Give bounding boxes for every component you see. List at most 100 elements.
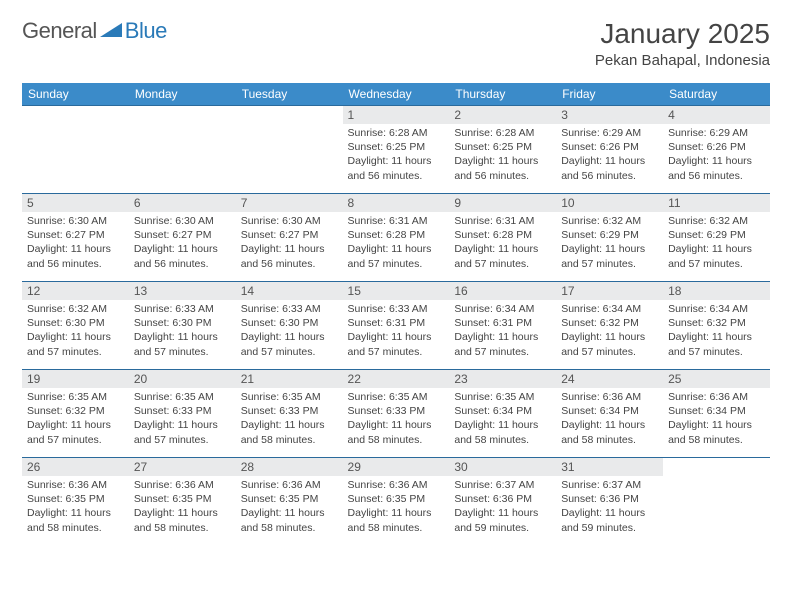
day-details: Sunrise: 6:31 AMSunset: 6:28 PMDaylight:… xyxy=(343,212,450,275)
day-number: 17 xyxy=(556,282,663,300)
logo-general-text: General xyxy=(22,18,97,44)
day-details: Sunrise: 6:36 AMSunset: 6:35 PMDaylight:… xyxy=(236,476,343,539)
calendar-cell: 13Sunrise: 6:33 AMSunset: 6:30 PMDayligh… xyxy=(129,282,236,370)
calendar-cell xyxy=(236,106,343,194)
day-details: Sunrise: 6:36 AMSunset: 6:35 PMDaylight:… xyxy=(22,476,129,539)
calendar-cell: 18Sunrise: 6:34 AMSunset: 6:32 PMDayligh… xyxy=(663,282,770,370)
sunset-text: Sunset: 6:30 PM xyxy=(241,316,338,330)
logo-triangle-icon xyxy=(100,21,122,42)
day-details: Sunrise: 6:36 AMSunset: 6:34 PMDaylight:… xyxy=(556,388,663,451)
sunset-text: Sunset: 6:35 PM xyxy=(134,492,231,506)
day-number xyxy=(129,106,236,124)
calendar-cell: 14Sunrise: 6:33 AMSunset: 6:30 PMDayligh… xyxy=(236,282,343,370)
title-block: January 2025 Pekan Bahapal, Indonesia xyxy=(595,18,770,69)
day-details: Sunrise: 6:35 AMSunset: 6:33 PMDaylight:… xyxy=(236,388,343,451)
calendar-cell: 9Sunrise: 6:31 AMSunset: 6:28 PMDaylight… xyxy=(449,194,556,282)
month-title: January 2025 xyxy=(595,18,770,50)
day-number: 1 xyxy=(343,106,450,124)
day-details: Sunrise: 6:29 AMSunset: 6:26 PMDaylight:… xyxy=(663,124,770,187)
sunset-text: Sunset: 6:30 PM xyxy=(134,316,231,330)
calendar-cell xyxy=(129,106,236,194)
sunset-text: Sunset: 6:29 PM xyxy=(561,228,658,242)
sunrise-text: Sunrise: 6:34 AM xyxy=(454,302,551,316)
calendar-cell: 3Sunrise: 6:29 AMSunset: 6:26 PMDaylight… xyxy=(556,106,663,194)
calendar-cell: 1Sunrise: 6:28 AMSunset: 6:25 PMDaylight… xyxy=(343,106,450,194)
sunset-text: Sunset: 6:34 PM xyxy=(668,404,765,418)
page-header: General Blue January 2025 Pekan Bahapal,… xyxy=(22,18,770,69)
calendar-cell: 2Sunrise: 6:28 AMSunset: 6:25 PMDaylight… xyxy=(449,106,556,194)
daylight-text: Daylight: 11 hours and 59 minutes. xyxy=(561,506,658,534)
sunset-text: Sunset: 6:31 PM xyxy=(348,316,445,330)
day-header: Friday xyxy=(556,83,663,106)
calendar-row: 5Sunrise: 6:30 AMSunset: 6:27 PMDaylight… xyxy=(22,194,770,282)
daylight-text: Daylight: 11 hours and 57 minutes. xyxy=(27,330,124,358)
calendar-cell: 23Sunrise: 6:35 AMSunset: 6:34 PMDayligh… xyxy=(449,370,556,458)
sunset-text: Sunset: 6:27 PM xyxy=(27,228,124,242)
day-number: 5 xyxy=(22,194,129,212)
day-header: Monday xyxy=(129,83,236,106)
sunset-text: Sunset: 6:31 PM xyxy=(454,316,551,330)
sunrise-text: Sunrise: 6:35 AM xyxy=(348,390,445,404)
day-details: Sunrise: 6:28 AMSunset: 6:25 PMDaylight:… xyxy=(449,124,556,187)
calendar-cell: 31Sunrise: 6:37 AMSunset: 6:36 PMDayligh… xyxy=(556,458,663,546)
sunrise-text: Sunrise: 6:31 AM xyxy=(348,214,445,228)
sunrise-text: Sunrise: 6:30 AM xyxy=(134,214,231,228)
calendar-cell xyxy=(663,458,770,546)
day-details: Sunrise: 6:31 AMSunset: 6:28 PMDaylight:… xyxy=(449,212,556,275)
sunrise-text: Sunrise: 6:34 AM xyxy=(668,302,765,316)
daylight-text: Daylight: 11 hours and 57 minutes. xyxy=(27,418,124,446)
sunrise-text: Sunrise: 6:36 AM xyxy=(348,478,445,492)
daylight-text: Daylight: 11 hours and 57 minutes. xyxy=(241,330,338,358)
daylight-text: Daylight: 11 hours and 58 minutes. xyxy=(348,418,445,446)
calendar-cell: 15Sunrise: 6:33 AMSunset: 6:31 PMDayligh… xyxy=(343,282,450,370)
calendar-cell: 10Sunrise: 6:32 AMSunset: 6:29 PMDayligh… xyxy=(556,194,663,282)
sunrise-text: Sunrise: 6:32 AM xyxy=(668,214,765,228)
daylight-text: Daylight: 11 hours and 58 minutes. xyxy=(561,418,658,446)
day-details: Sunrise: 6:33 AMSunset: 6:30 PMDaylight:… xyxy=(129,300,236,363)
sunrise-text: Sunrise: 6:36 AM xyxy=(27,478,124,492)
sunset-text: Sunset: 6:26 PM xyxy=(561,140,658,154)
sunset-text: Sunset: 6:32 PM xyxy=(668,316,765,330)
calendar-cell: 25Sunrise: 6:36 AMSunset: 6:34 PMDayligh… xyxy=(663,370,770,458)
calendar-cell: 4Sunrise: 6:29 AMSunset: 6:26 PMDaylight… xyxy=(663,106,770,194)
day-number: 22 xyxy=(343,370,450,388)
sunset-text: Sunset: 6:36 PM xyxy=(561,492,658,506)
day-details: Sunrise: 6:30 AMSunset: 6:27 PMDaylight:… xyxy=(22,212,129,275)
day-details: Sunrise: 6:30 AMSunset: 6:27 PMDaylight:… xyxy=(236,212,343,275)
daylight-text: Daylight: 11 hours and 58 minutes. xyxy=(454,418,551,446)
day-number xyxy=(236,106,343,124)
logo-blue-text: Blue xyxy=(125,18,167,44)
calendar-cell: 19Sunrise: 6:35 AMSunset: 6:32 PMDayligh… xyxy=(22,370,129,458)
calendar-cell: 24Sunrise: 6:36 AMSunset: 6:34 PMDayligh… xyxy=(556,370,663,458)
day-header: Sunday xyxy=(22,83,129,106)
sunset-text: Sunset: 6:26 PM xyxy=(668,140,765,154)
sunrise-text: Sunrise: 6:36 AM xyxy=(668,390,765,404)
sunrise-text: Sunrise: 6:33 AM xyxy=(241,302,338,316)
sunset-text: Sunset: 6:32 PM xyxy=(27,404,124,418)
day-details: Sunrise: 6:37 AMSunset: 6:36 PMDaylight:… xyxy=(556,476,663,539)
day-number: 11 xyxy=(663,194,770,212)
calendar-cell: 26Sunrise: 6:36 AMSunset: 6:35 PMDayligh… xyxy=(22,458,129,546)
sunset-text: Sunset: 6:25 PM xyxy=(348,140,445,154)
day-details: Sunrise: 6:30 AMSunset: 6:27 PMDaylight:… xyxy=(129,212,236,275)
calendar-row: 26Sunrise: 6:36 AMSunset: 6:35 PMDayligh… xyxy=(22,458,770,546)
day-details: Sunrise: 6:34 AMSunset: 6:32 PMDaylight:… xyxy=(663,300,770,363)
day-number: 3 xyxy=(556,106,663,124)
sunrise-text: Sunrise: 6:37 AM xyxy=(561,478,658,492)
sunset-text: Sunset: 6:32 PM xyxy=(561,316,658,330)
sunset-text: Sunset: 6:33 PM xyxy=(241,404,338,418)
sunrise-text: Sunrise: 6:32 AM xyxy=(561,214,658,228)
calendar-cell: 5Sunrise: 6:30 AMSunset: 6:27 PMDaylight… xyxy=(22,194,129,282)
sunset-text: Sunset: 6:28 PM xyxy=(348,228,445,242)
day-number: 2 xyxy=(449,106,556,124)
day-number: 4 xyxy=(663,106,770,124)
day-details: Sunrise: 6:33 AMSunset: 6:31 PMDaylight:… xyxy=(343,300,450,363)
sunrise-text: Sunrise: 6:32 AM xyxy=(27,302,124,316)
calendar-cell: 12Sunrise: 6:32 AMSunset: 6:30 PMDayligh… xyxy=(22,282,129,370)
daylight-text: Daylight: 11 hours and 58 minutes. xyxy=(27,506,124,534)
sunset-text: Sunset: 6:34 PM xyxy=(454,404,551,418)
sunset-text: Sunset: 6:33 PM xyxy=(134,404,231,418)
day-details: Sunrise: 6:32 AMSunset: 6:29 PMDaylight:… xyxy=(556,212,663,275)
daylight-text: Daylight: 11 hours and 57 minutes. xyxy=(454,242,551,270)
day-details: Sunrise: 6:36 AMSunset: 6:35 PMDaylight:… xyxy=(129,476,236,539)
